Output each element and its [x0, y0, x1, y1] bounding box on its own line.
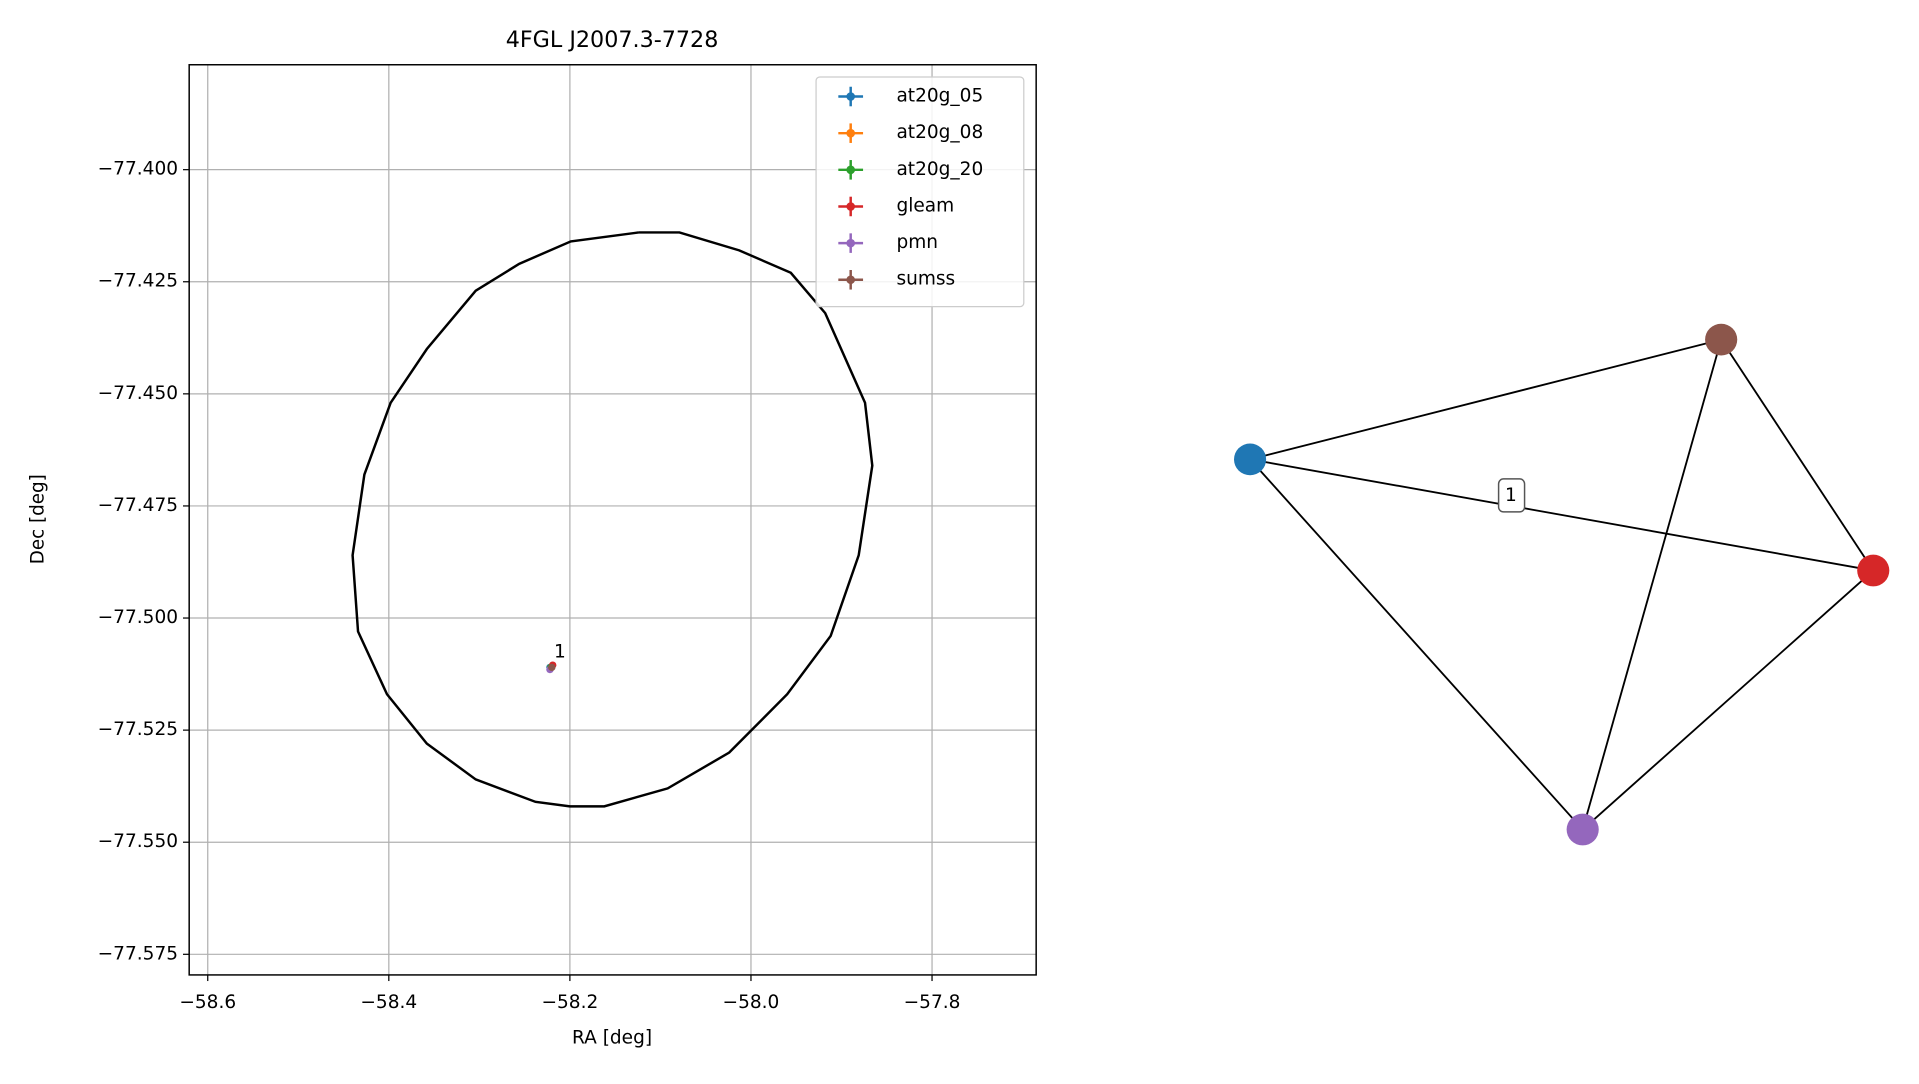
chart-title: 4FGL J2007.3-7728 [506, 27, 719, 53]
legend-symbol [846, 165, 856, 175]
y-tick-label: −77.450 [98, 383, 178, 404]
legend-label: gleam [896, 196, 954, 217]
y-tick-label: −77.400 [98, 159, 178, 180]
edge [1249, 338, 1722, 461]
legend-symbol [846, 128, 856, 138]
error-ellipse [351, 231, 874, 808]
edge [1582, 569, 1874, 831]
y-tick-label: −77.425 [98, 271, 178, 292]
y-tick-label: −77.550 [98, 831, 178, 852]
legend-label: at20g_05 [896, 86, 983, 107]
y-axis-label: Dec [deg] [27, 474, 48, 564]
node [1233, 443, 1267, 476]
axes-frame [188, 64, 1037, 976]
y-tick-label: −77.525 [98, 719, 178, 740]
legend-symbol [846, 202, 856, 211]
legend-symbol [846, 275, 856, 285]
legend-label: at20g_08 [896, 122, 983, 143]
edge-label-box [1497, 478, 1526, 513]
y-tick-label: −77.500 [98, 607, 178, 628]
edge [1581, 339, 1723, 830]
annotation: 1 [554, 642, 566, 663]
edge [1249, 458, 1584, 831]
legend-label: pmn [896, 232, 938, 253]
x-tick-label: −58.2 [541, 992, 598, 1013]
legend-label: sumss [896, 269, 955, 290]
legend-symbol [846, 238, 856, 248]
x-axis-label: RA [deg] [572, 1028, 652, 1049]
legend-symbol [846, 92, 856, 101]
node [1566, 813, 1599, 846]
y-tick-label: −77.575 [98, 943, 178, 964]
x-tick-label: −58.6 [179, 992, 236, 1013]
y-tick-label: −77.475 [98, 495, 178, 516]
point [548, 663, 556, 672]
edge [1720, 339, 1875, 572]
edge-label: 1 [1505, 485, 1517, 506]
x-tick-label: −58.4 [360, 992, 417, 1013]
x-tick-label: −57.8 [904, 992, 961, 1013]
node [1705, 323, 1738, 356]
network [1233, 323, 1890, 846]
edge [1249, 458, 1874, 572]
node [1857, 554, 1890, 587]
x-tick-label: −58.0 [723, 992, 780, 1013]
legend-label: at20g_20 [896, 159, 983, 180]
legend-box [815, 76, 1025, 308]
